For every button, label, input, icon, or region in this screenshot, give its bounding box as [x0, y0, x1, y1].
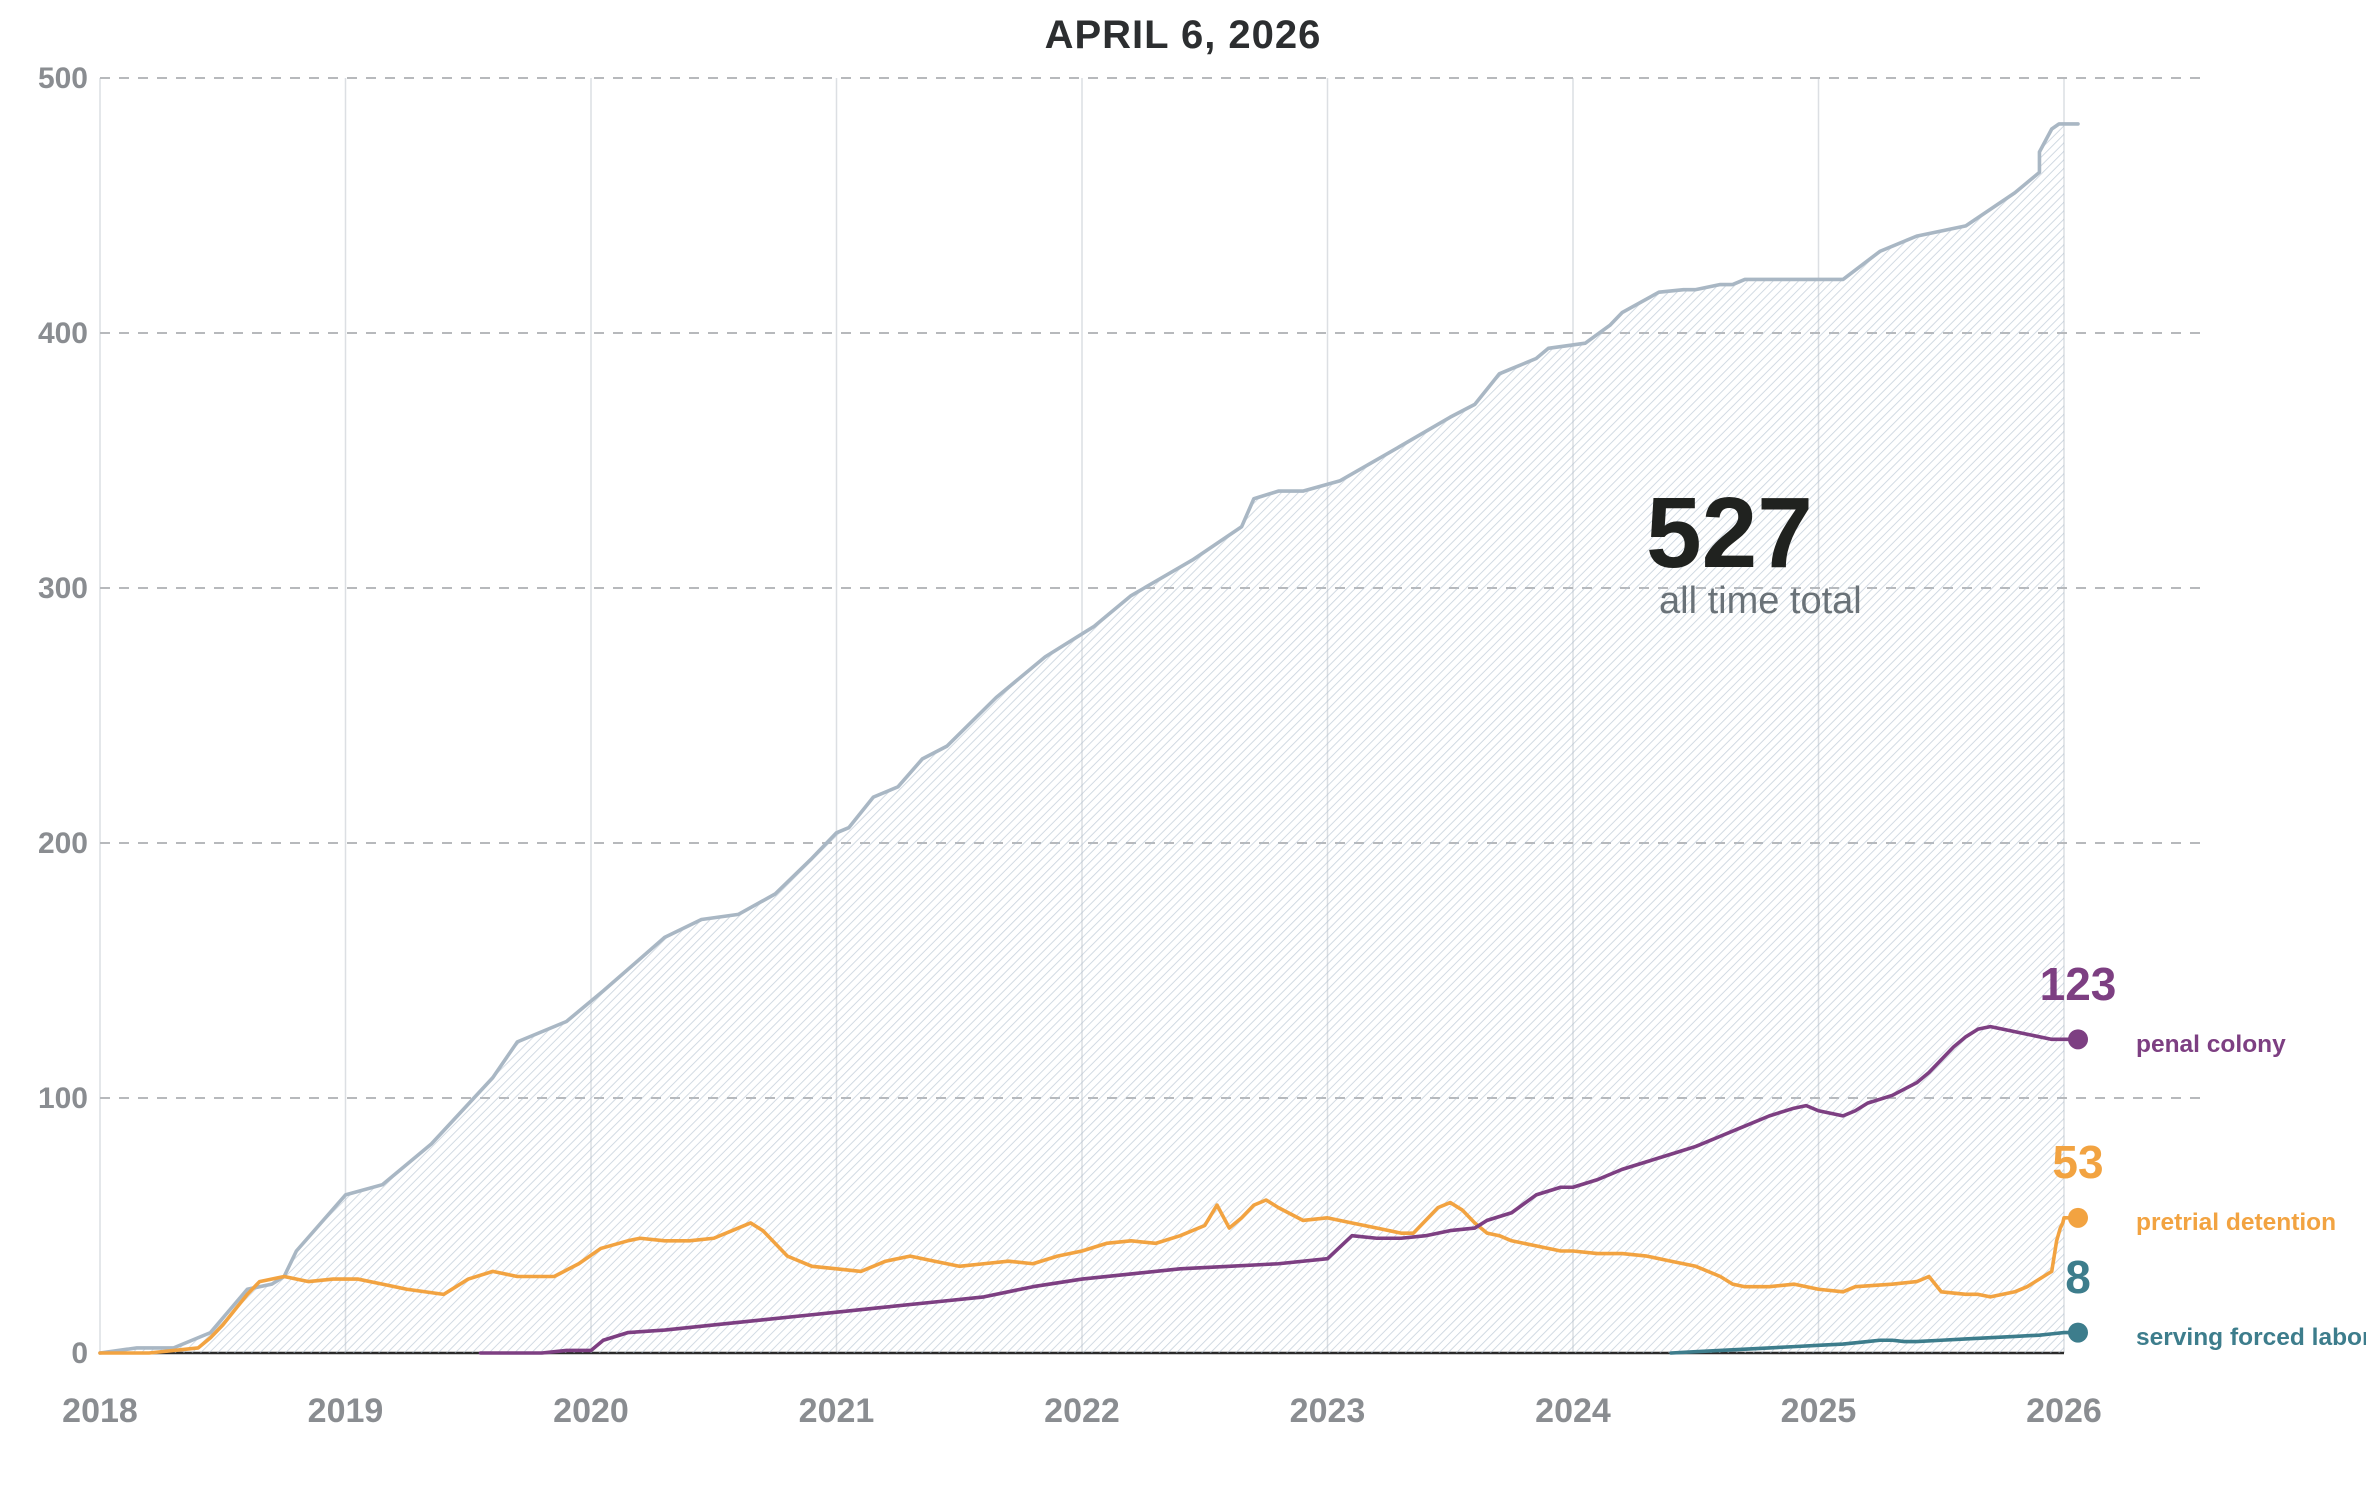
svg-text:serving forced labor: serving forced labor: [2136, 1324, 2366, 1351]
svg-text:527: 527: [1646, 477, 1813, 589]
svg-text:2024: 2024: [1535, 1392, 1611, 1430]
svg-text:2022: 2022: [1044, 1392, 1120, 1430]
svg-text:2026: 2026: [2026, 1392, 2102, 1430]
svg-text:200: 200: [38, 827, 88, 860]
svg-text:500: 500: [38, 62, 88, 95]
svg-text:all time total: all time total: [1659, 580, 1862, 622]
svg-text:APRIL 6, 2026: APRIL 6, 2026: [1045, 13, 1322, 57]
svg-text:100: 100: [38, 1082, 88, 1115]
svg-text:2021: 2021: [799, 1392, 875, 1430]
svg-text:2025: 2025: [1781, 1392, 1857, 1430]
svg-text:penal colony: penal colony: [2136, 1031, 2286, 1058]
svg-text:2023: 2023: [1290, 1392, 1366, 1430]
svg-text:pretrial detention: pretrial detention: [2136, 1209, 2336, 1236]
svg-text:400: 400: [38, 317, 88, 350]
svg-text:2020: 2020: [553, 1392, 629, 1430]
svg-text:8: 8: [2065, 1251, 2091, 1303]
svg-text:300: 300: [38, 572, 88, 605]
svg-text:0: 0: [71, 1337, 88, 1370]
svg-text:2018: 2018: [62, 1392, 138, 1430]
svg-text:53: 53: [2052, 1136, 2103, 1188]
svg-text:123: 123: [2040, 958, 2117, 1010]
svg-text:2019: 2019: [308, 1392, 384, 1430]
